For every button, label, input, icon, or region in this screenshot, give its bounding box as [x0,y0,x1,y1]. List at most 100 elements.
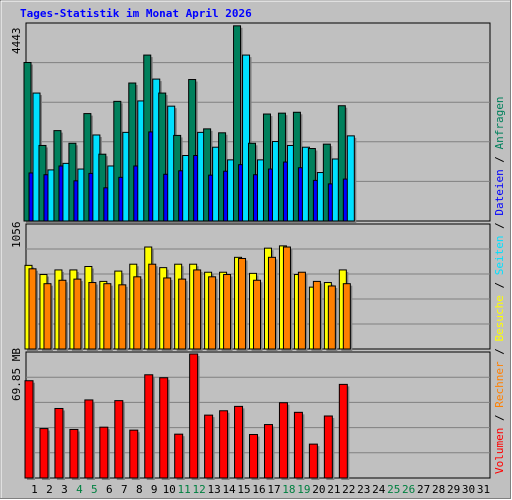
volumen-bar [293,411,303,479]
rechner-bar [148,263,157,350]
rechner-bar [58,279,67,350]
volumen-bar [308,443,318,479]
legend-separator: / [493,408,506,428]
volumen-bar [189,353,199,479]
legend-entry: Dateien [493,169,506,215]
rechner-bar [118,284,127,350]
legend-separator: / [493,149,506,169]
legend-entry: Besuche [493,295,506,341]
x-tick-label: 21 [327,483,340,496]
anfragen-bar [158,92,167,222]
rechner-bar [342,283,351,350]
volumen-bar [278,402,288,479]
anfragen-bar [322,143,331,222]
x-axis-labels: 1 2 3 4 5 6 7 8 9 10 11 12 13 14 15 16 17 18 19 20 21 22 23 24 2… [31,483,490,496]
x-tick-label: 27 [417,483,430,496]
volumen-bar [39,428,49,479]
x-tick-label: 26 [402,483,415,496]
rechner-bar [193,269,202,350]
volumen-bar [129,429,139,479]
x-tick-label: 6 [106,483,113,496]
x-tick-label: 3 [61,483,68,496]
volumen-bar [263,424,273,479]
x-tick-label: 20 [312,483,325,496]
requests-panel [23,22,491,224]
volumen-bar [249,434,259,479]
anfragen-bar [113,100,122,222]
rechner-bar [223,274,232,350]
x-tick-label: 10 [163,483,176,496]
volumen-bar [159,377,169,479]
volumen-bar [69,428,79,479]
legend-entry: Volumen [493,428,506,474]
x-tick-label: 18 [282,483,295,496]
x-tick-label: 7 [121,483,128,496]
volume-panel [24,351,491,480]
x-tick-label: 17 [267,483,280,496]
visits-panel [24,223,491,351]
x-tick-label: 4 [76,483,83,496]
rechner-bar [28,268,37,350]
volumen-bar [204,414,214,479]
legend-separator: / [493,275,506,295]
anfragen-bar [83,113,92,222]
volumen-bar [24,380,34,479]
rechner-bar [178,278,187,350]
x-tick-label: 5 [91,483,98,496]
anfragen-bar [188,79,197,222]
x-tick-label: 2 [46,483,53,496]
rechner-bar [267,256,276,350]
legend-separator: / [493,342,506,362]
chart-title: Tages-Statistik im Monat April 2026 [20,7,252,20]
anfragen-bar [23,61,32,222]
x-tick-label: 8 [136,483,143,496]
visits-ymax-label: 1056 [10,222,23,249]
rechner-bar [253,279,262,350]
x-tick-label: 30 [462,483,475,496]
rechner-bar [73,278,82,350]
anfragen-bar [233,25,242,222]
rechner-bar [238,257,247,350]
volumen-bar [114,400,124,479]
rechner-bar [133,276,142,350]
requests-ymax-label: 4443 [10,28,23,55]
rechner-bar [208,276,217,350]
volumen-bar [84,399,94,479]
anfragen-bar [337,105,346,222]
legend-entry: Anfragen [493,96,506,149]
x-tick-label: 11 [178,483,191,496]
rechner-bar [103,283,112,350]
anfragen-bar [128,82,137,222]
rechner-bar [163,277,172,350]
x-tick-label: 13 [207,483,220,496]
legend-entry: Seiten [493,236,506,276]
volumen-bar [174,433,184,479]
x-tick-label: 23 [357,483,370,496]
volumen-bar [338,383,348,479]
rechner-bar [282,246,291,350]
x-tick-label: 19 [297,483,310,496]
rechner-bar [43,283,52,350]
volumen-bar [234,405,244,479]
x-tick-label: 16 [252,483,265,496]
rechner-bar [327,285,336,350]
volumen-bar [99,426,109,479]
volumen-bar [144,374,154,479]
volumen-bar [323,415,333,479]
volume-ymax-label: 69.85 MB [10,348,23,401]
x-tick-label: 15 [237,483,250,496]
legend-entry: Rechner [493,361,506,408]
volumen-bar [219,410,229,479]
anfragen-bar [262,113,271,222]
seiten-bar [346,135,355,222]
x-tick-label: 22 [342,483,355,496]
x-tick-label: 28 [432,483,445,496]
x-tick-label: 9 [151,483,158,496]
anfragen-bar [292,111,301,222]
rechner-bar [312,280,321,350]
legend-separator: / [493,216,506,236]
x-tick-label: 12 [193,483,206,496]
x-tick-label: 24 [372,483,386,496]
rechner-bar [297,271,306,350]
